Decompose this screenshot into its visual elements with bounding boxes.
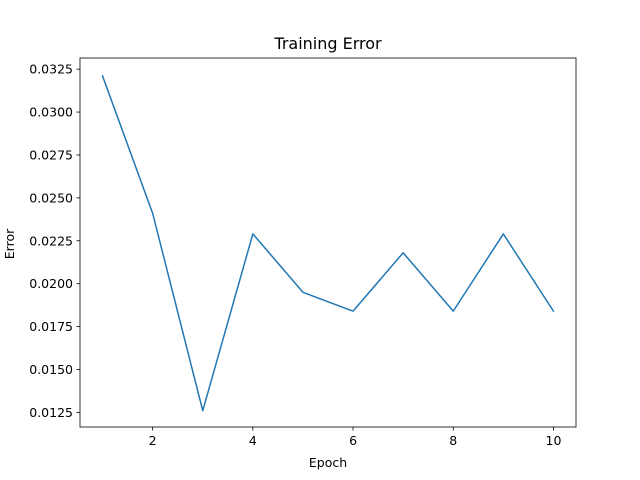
y-tick-label: 0.0250 <box>29 190 73 205</box>
y-tick-label: 0.0225 <box>29 233 73 248</box>
series-line-0 <box>101 75 555 412</box>
y-tick-label: 0.0300 <box>29 105 73 120</box>
chart-title: Training Error <box>273 34 382 53</box>
y-tick-label: 0.0150 <box>29 362 73 377</box>
x-tick-label: 2 <box>149 433 157 448</box>
plot-area: 2 4 6 8 10 0.0125 0.0150 0.0175 0.0200 0.0225 0.02… <box>29 57 577 448</box>
x-tick-label: 8 <box>449 433 457 448</box>
y-tick-label: 0.0325 <box>29 62 73 77</box>
x-axis-label: Epoch <box>309 455 347 470</box>
y-tick-label: 0.0275 <box>29 147 73 162</box>
y-tick-label: 0.0200 <box>29 276 73 291</box>
x-tick-label: 6 <box>349 433 357 448</box>
y-axis-label: Error <box>2 228 17 259</box>
x-tick-label: 4 <box>249 433 257 448</box>
axes-frame <box>79 57 577 428</box>
y-tick-label: 0.0125 <box>29 405 73 420</box>
y-tick-label: 0.0175 <box>29 319 73 334</box>
x-tick-label: 10 <box>546 433 562 448</box>
